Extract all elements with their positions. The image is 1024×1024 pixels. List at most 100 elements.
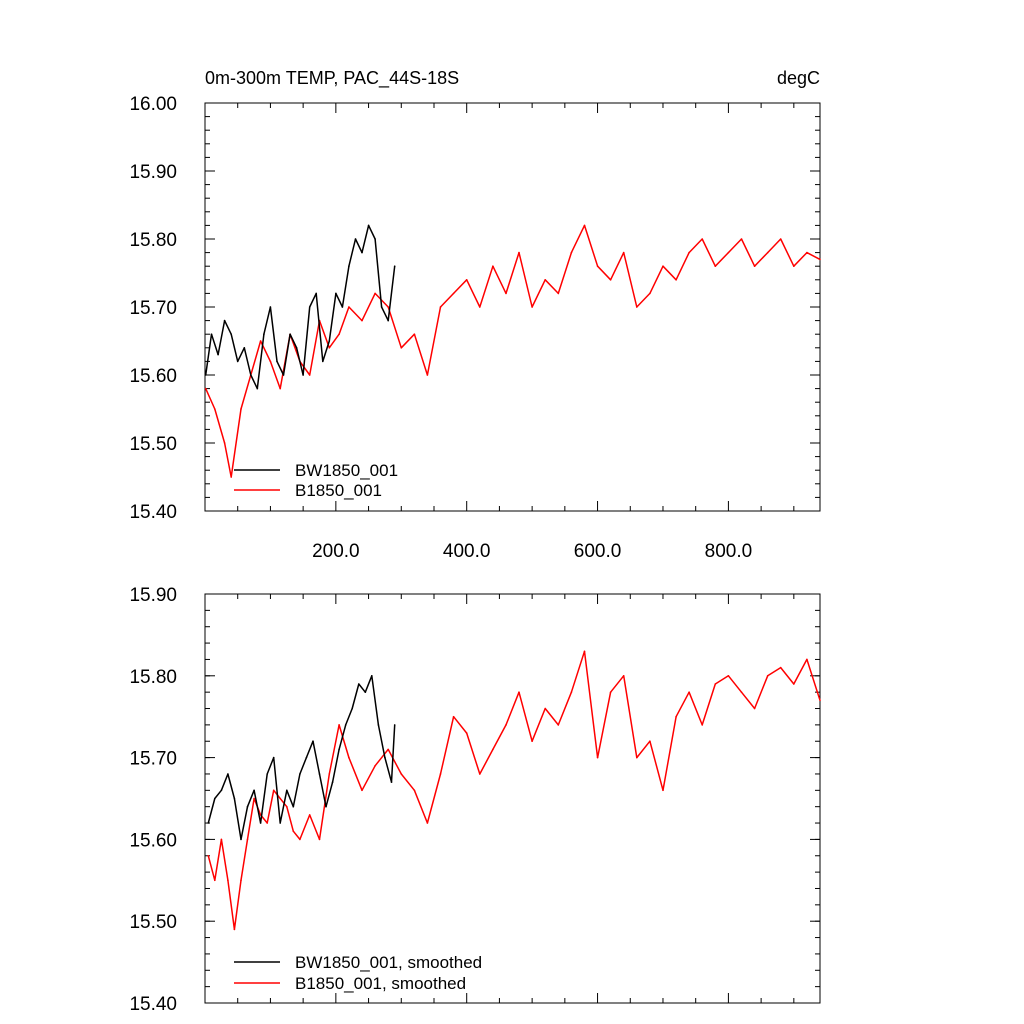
chart-2-point: [318, 773, 321, 775]
chart-1-point: [753, 265, 756, 268]
chart-2-series-b1850-001-smoothed: [207, 650, 821, 931]
chart-1-point: [236, 360, 239, 363]
chart-2-point: [636, 756, 638, 759]
chart-1-point: [727, 251, 730, 254]
chart-1-point: [328, 347, 331, 349]
chart-1-point: [387, 319, 390, 322]
chart-2-point: [426, 822, 429, 824]
chart-2-point: [227, 879, 229, 882]
chart-1-point: [622, 251, 625, 254]
chart-2-point: [377, 724, 380, 726]
chart-1-point: [479, 306, 481, 308]
chart-1-point: [806, 251, 808, 254]
chart-1-point: [308, 374, 311, 376]
chart-1-point: [374, 238, 376, 240]
chart-1-point: [387, 306, 390, 308]
legend-label-b1850: B1850_001: [295, 481, 382, 500]
chart-1-point: [214, 408, 216, 410]
chart-1-y-tick-label: 15.50: [129, 434, 177, 455]
chart-1-point: [204, 374, 207, 376]
chart-2-point: [253, 789, 255, 792]
chart-2-point: [299, 773, 301, 775]
chart-2-point: [338, 748, 340, 751]
chart-1-x-tick-label: 400.0: [443, 541, 491, 562]
chart-1-point: [701, 238, 703, 240]
chart-1-point: [675, 279, 677, 281]
chart-1-point: [308, 306, 311, 308]
chart-2-point: [214, 879, 216, 882]
chart-1-point: [426, 374, 429, 376]
chart-2-point: [374, 765, 376, 767]
chart-1-point: [465, 279, 468, 281]
chart-2-y-tick-label: 15.90: [129, 585, 177, 606]
chart-1-y-tick-label: 15.80: [129, 230, 177, 251]
chart-2-point: [338, 724, 340, 726]
chart-1-point: [269, 360, 272, 363]
chart-2-point: [286, 789, 288, 792]
chart-1-point: [243, 347, 246, 349]
chart-2-point: [272, 789, 275, 792]
chart-2-legend: BW1850_001, smoothed B1850_001, smoothed: [234, 953, 482, 993]
chart-1-y-tick-label: 15.40: [129, 502, 177, 523]
chart-1-legend: BW1850_001 B1850_001: [234, 461, 398, 500]
chart-1-point: [609, 279, 612, 281]
legend-label-b1850-smoothed: B1850_001, smoothed: [295, 974, 466, 993]
chart-1-point: [662, 265, 664, 268]
chart-2-point: [675, 715, 677, 718]
chart-1-point: [282, 374, 285, 376]
chart-2-panel: 15.40 15.50 15.60 15.70 15.80 15.90: [129, 585, 821, 1015]
chart-2-point: [233, 797, 236, 800]
chart-2-y-tick-label: 15.50: [129, 912, 177, 933]
chart-1-point: [341, 306, 344, 308]
chart-1-point: [544, 279, 546, 281]
chart-2-point: [714, 683, 717, 685]
chart-2-point: [351, 707, 354, 710]
chart-1-point: [766, 251, 769, 254]
chart-2-y-tick-label: 15.60: [129, 830, 177, 851]
legend-label-bw1850-smoothed: BW1850_001, smoothed: [295, 953, 482, 972]
chart-2-point: [328, 773, 331, 775]
chart-2-point: [331, 781, 334, 783]
chart-2-point: [253, 797, 255, 800]
chart-1-point: [322, 360, 324, 363]
chart-1-point: [354, 238, 357, 240]
chart-1-point: [518, 251, 520, 254]
chart-2-point: [609, 691, 612, 693]
chart-1-title: 0m-300m TEMP, PAC_44S-18S: [205, 68, 459, 89]
chart-2-point: [753, 707, 756, 710]
chart-1-x-tick-label: 600.0: [574, 541, 622, 562]
chart-1-point: [210, 333, 213, 336]
chart-2-point: [766, 675, 769, 677]
chart-1-point: [393, 265, 396, 268]
chart-1-point: [338, 333, 340, 336]
chart-2-point: [240, 838, 242, 841]
chart-2-point: [325, 805, 327, 808]
chart-2-point: [649, 740, 651, 742]
chart-1-point: [793, 265, 795, 268]
chart-1-point: [557, 292, 560, 295]
chart-1-point: [204, 387, 207, 390]
chart-1-point: [250, 374, 252, 376]
chart-2-point: [220, 789, 223, 792]
chart-2-point: [390, 781, 393, 783]
chart-2-point: [727, 675, 730, 677]
chart-2-point: [279, 822, 282, 824]
chart-2-point: [688, 691, 690, 693]
chart-1-point: [636, 306, 638, 308]
chart-2-point: [400, 773, 403, 775]
chart-2-point: [207, 855, 210, 857]
chart-2-y-tick-label: 15.40: [129, 994, 177, 1015]
chart-1-point: [295, 347, 298, 349]
chart-1-point: [714, 265, 717, 268]
chart-2-point: [465, 732, 468, 734]
chart-2-point: [384, 756, 386, 759]
chart-1-point: [492, 265, 494, 268]
chart-2-point: [557, 724, 560, 726]
chart-1-panel: 15.40 15.50 15.60 15.70 15.80 15.90 16.00 200.0…: [129, 94, 821, 562]
chart-2-point: [479, 773, 481, 775]
chart-1-point: [230, 476, 232, 478]
chart-2-series-bw1850-001-smoothed: [207, 675, 396, 841]
chart-2-point: [662, 789, 664, 792]
chart-1-point: [649, 292, 651, 295]
